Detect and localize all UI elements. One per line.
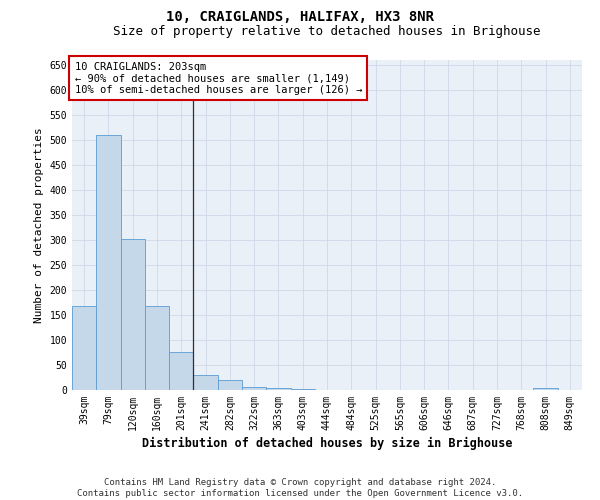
Bar xyxy=(96,135,121,390)
X-axis label: Distribution of detached houses by size in Brighouse: Distribution of detached houses by size … xyxy=(142,437,512,450)
Bar xyxy=(533,388,558,390)
Y-axis label: Number of detached properties: Number of detached properties xyxy=(34,127,44,323)
Bar xyxy=(218,380,242,390)
Bar xyxy=(290,389,315,390)
Bar xyxy=(242,386,266,390)
Bar xyxy=(266,388,290,390)
Text: 10, CRAIGLANDS, HALIFAX, HX3 8NR: 10, CRAIGLANDS, HALIFAX, HX3 8NR xyxy=(166,10,434,24)
Bar xyxy=(72,306,96,390)
Bar xyxy=(121,239,145,390)
Bar xyxy=(145,306,169,390)
Text: Contains HM Land Registry data © Crown copyright and database right 2024.
Contai: Contains HM Land Registry data © Crown c… xyxy=(77,478,523,498)
Title: Size of property relative to detached houses in Brighouse: Size of property relative to detached ho… xyxy=(113,25,541,38)
Text: 10 CRAIGLANDS: 203sqm
← 90% of detached houses are smaller (1,149)
10% of semi-d: 10 CRAIGLANDS: 203sqm ← 90% of detached … xyxy=(74,62,362,95)
Bar xyxy=(193,374,218,390)
Bar xyxy=(169,352,193,390)
